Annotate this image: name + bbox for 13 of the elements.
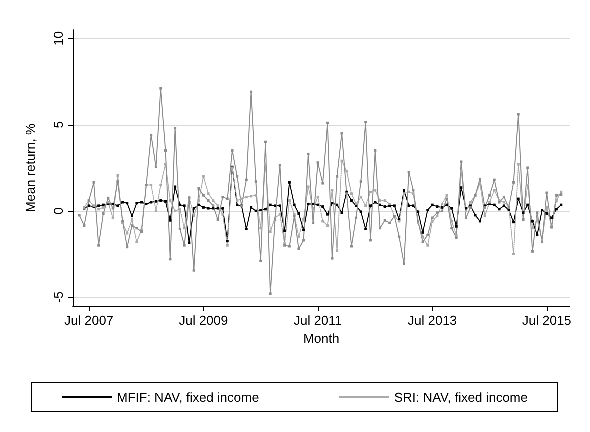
x-tick-label: Jul 2009 bbox=[179, 313, 228, 328]
y-axis-title: Mean return, % bbox=[23, 123, 38, 212]
x-axis-title: Month bbox=[303, 331, 340, 346]
x-tick-label: Jul 2011 bbox=[294, 313, 342, 328]
y-tick-label: 5 bbox=[51, 121, 66, 128]
y-tick-label: 0 bbox=[51, 208, 66, 215]
y-tick-label: -5 bbox=[51, 292, 66, 304]
x-tick-label: Jul 2013 bbox=[408, 313, 458, 328]
x-tick-label: Jul 2007 bbox=[64, 313, 114, 328]
y-tick-label: 10 bbox=[51, 31, 66, 46]
legend-label: MFIF: NAV, fixed income bbox=[117, 390, 260, 405]
x-tick-label: Jul 2015 bbox=[522, 313, 572, 328]
legend-label: SRI: NAV, fixed income bbox=[394, 390, 528, 405]
